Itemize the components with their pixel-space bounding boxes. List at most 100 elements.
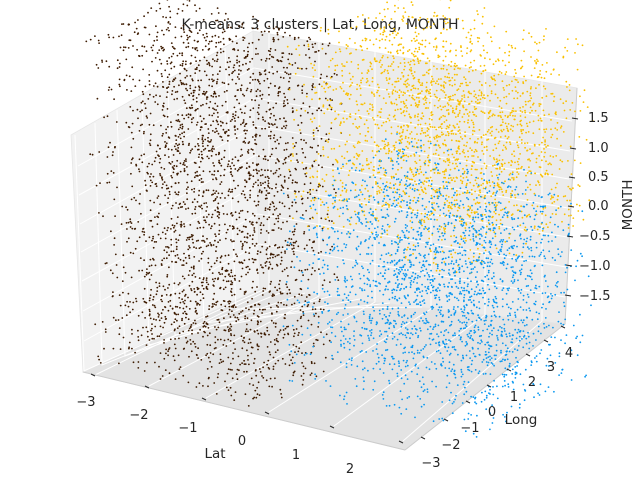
scatter-point bbox=[482, 45, 485, 47]
scatter-point bbox=[239, 108, 242, 111]
scatter-point bbox=[272, 106, 275, 109]
scatter-point bbox=[169, 338, 172, 341]
scatter-point bbox=[488, 111, 491, 113]
scatter-point bbox=[107, 89, 110, 91]
scatter-point bbox=[211, 114, 214, 117]
scatter-point bbox=[244, 185, 247, 188]
scatter-point bbox=[168, 80, 171, 83]
scatter-point bbox=[149, 209, 152, 212]
scatter-point bbox=[510, 192, 512, 195]
scatter-point bbox=[215, 54, 218, 57]
scatter-point bbox=[417, 123, 419, 126]
scatter-point bbox=[149, 294, 152, 297]
scatter-point bbox=[357, 140, 360, 143]
scatter-point bbox=[265, 260, 268, 263]
scatter-point bbox=[480, 72, 483, 75]
scatter-point bbox=[114, 215, 116, 218]
scatter-point bbox=[435, 269, 438, 272]
scatter-point bbox=[281, 127, 283, 130]
scatter-point bbox=[262, 215, 265, 218]
scatter-point bbox=[206, 343, 209, 346]
scatter-point bbox=[208, 157, 210, 160]
scatter-point bbox=[283, 303, 285, 306]
scatter-point bbox=[216, 51, 219, 54]
scatter-point bbox=[419, 92, 422, 95]
scatter-point bbox=[242, 244, 244, 247]
scatter-point bbox=[185, 262, 188, 265]
scatter-point bbox=[160, 62, 163, 65]
scatter-point bbox=[307, 304, 310, 306]
scatter-point bbox=[555, 213, 557, 216]
scatter-point bbox=[202, 335, 204, 338]
scatter-point bbox=[154, 361, 156, 364]
scatter-point bbox=[212, 107, 214, 110]
scatter-point bbox=[497, 184, 500, 186]
scatter-point bbox=[219, 197, 222, 199]
scatter-point bbox=[183, 322, 186, 325]
scatter-point bbox=[118, 333, 121, 336]
scatter-point bbox=[498, 186, 501, 189]
scatter-point bbox=[529, 87, 532, 90]
scatter-point bbox=[202, 140, 205, 143]
scatter-point bbox=[463, 113, 466, 115]
scatter-point bbox=[249, 341, 252, 344]
scatter-point bbox=[437, 56, 440, 59]
scatter-point bbox=[144, 179, 147, 182]
scatter-point bbox=[277, 254, 280, 256]
scatter-point bbox=[130, 198, 133, 201]
scatter-point bbox=[260, 31, 263, 33]
scatter-point bbox=[575, 38, 577, 40]
scatter-point bbox=[304, 300, 307, 302]
scatter-point bbox=[302, 274, 304, 277]
scatter-point bbox=[294, 201, 297, 204]
scatter-point bbox=[212, 58, 214, 61]
scatter-point bbox=[211, 173, 214, 176]
scatter-point bbox=[161, 134, 164, 137]
scatter-point bbox=[229, 191, 232, 193]
scatter-point bbox=[234, 120, 237, 122]
scatter-point bbox=[195, 100, 198, 103]
scatter-point bbox=[219, 358, 222, 361]
scatter-point bbox=[481, 220, 484, 222]
scatter-point bbox=[339, 124, 341, 126]
scatter-point bbox=[278, 201, 281, 204]
scatter-point bbox=[415, 162, 418, 165]
scatter-point bbox=[146, 117, 149, 119]
scatter-point bbox=[514, 196, 517, 199]
scatter-point bbox=[153, 304, 156, 307]
scatter-point bbox=[466, 168, 469, 171]
scatter-point bbox=[419, 291, 421, 293]
scatter-point bbox=[322, 105, 325, 108]
scatter-point bbox=[285, 267, 288, 269]
scatter-point bbox=[343, 121, 345, 123]
scatter-point bbox=[367, 163, 369, 166]
scatter-point bbox=[405, 145, 408, 148]
scatter-point bbox=[457, 115, 459, 117]
scatter-point bbox=[220, 158, 223, 161]
scatter-point bbox=[155, 241, 158, 243]
scatter-point bbox=[433, 136, 435, 139]
scatter-point bbox=[387, 143, 390, 146]
scatter-point bbox=[511, 89, 514, 92]
scatter-point bbox=[111, 272, 114, 275]
scatter-point bbox=[196, 66, 198, 69]
scatter-point bbox=[503, 162, 506, 165]
scatter-point bbox=[295, 240, 298, 243]
scatter-point bbox=[517, 209, 520, 212]
scatter-point bbox=[108, 181, 111, 184]
scatter-point bbox=[191, 212, 194, 215]
scatter-point bbox=[514, 328, 517, 331]
scatter-point bbox=[313, 64, 316, 66]
scatter-point bbox=[272, 40, 275, 43]
scatter-point bbox=[459, 179, 462, 182]
scatter-point bbox=[305, 296, 308, 298]
scatter-point bbox=[286, 45, 289, 48]
scatter-point bbox=[513, 75, 516, 78]
scatter-point bbox=[314, 42, 317, 45]
scatter-point bbox=[137, 117, 139, 120]
scatter-point bbox=[476, 99, 479, 101]
scatter-point bbox=[385, 35, 388, 38]
scatter-point bbox=[163, 339, 166, 341]
scatter-point bbox=[156, 69, 159, 72]
scatter-point bbox=[404, 269, 406, 271]
